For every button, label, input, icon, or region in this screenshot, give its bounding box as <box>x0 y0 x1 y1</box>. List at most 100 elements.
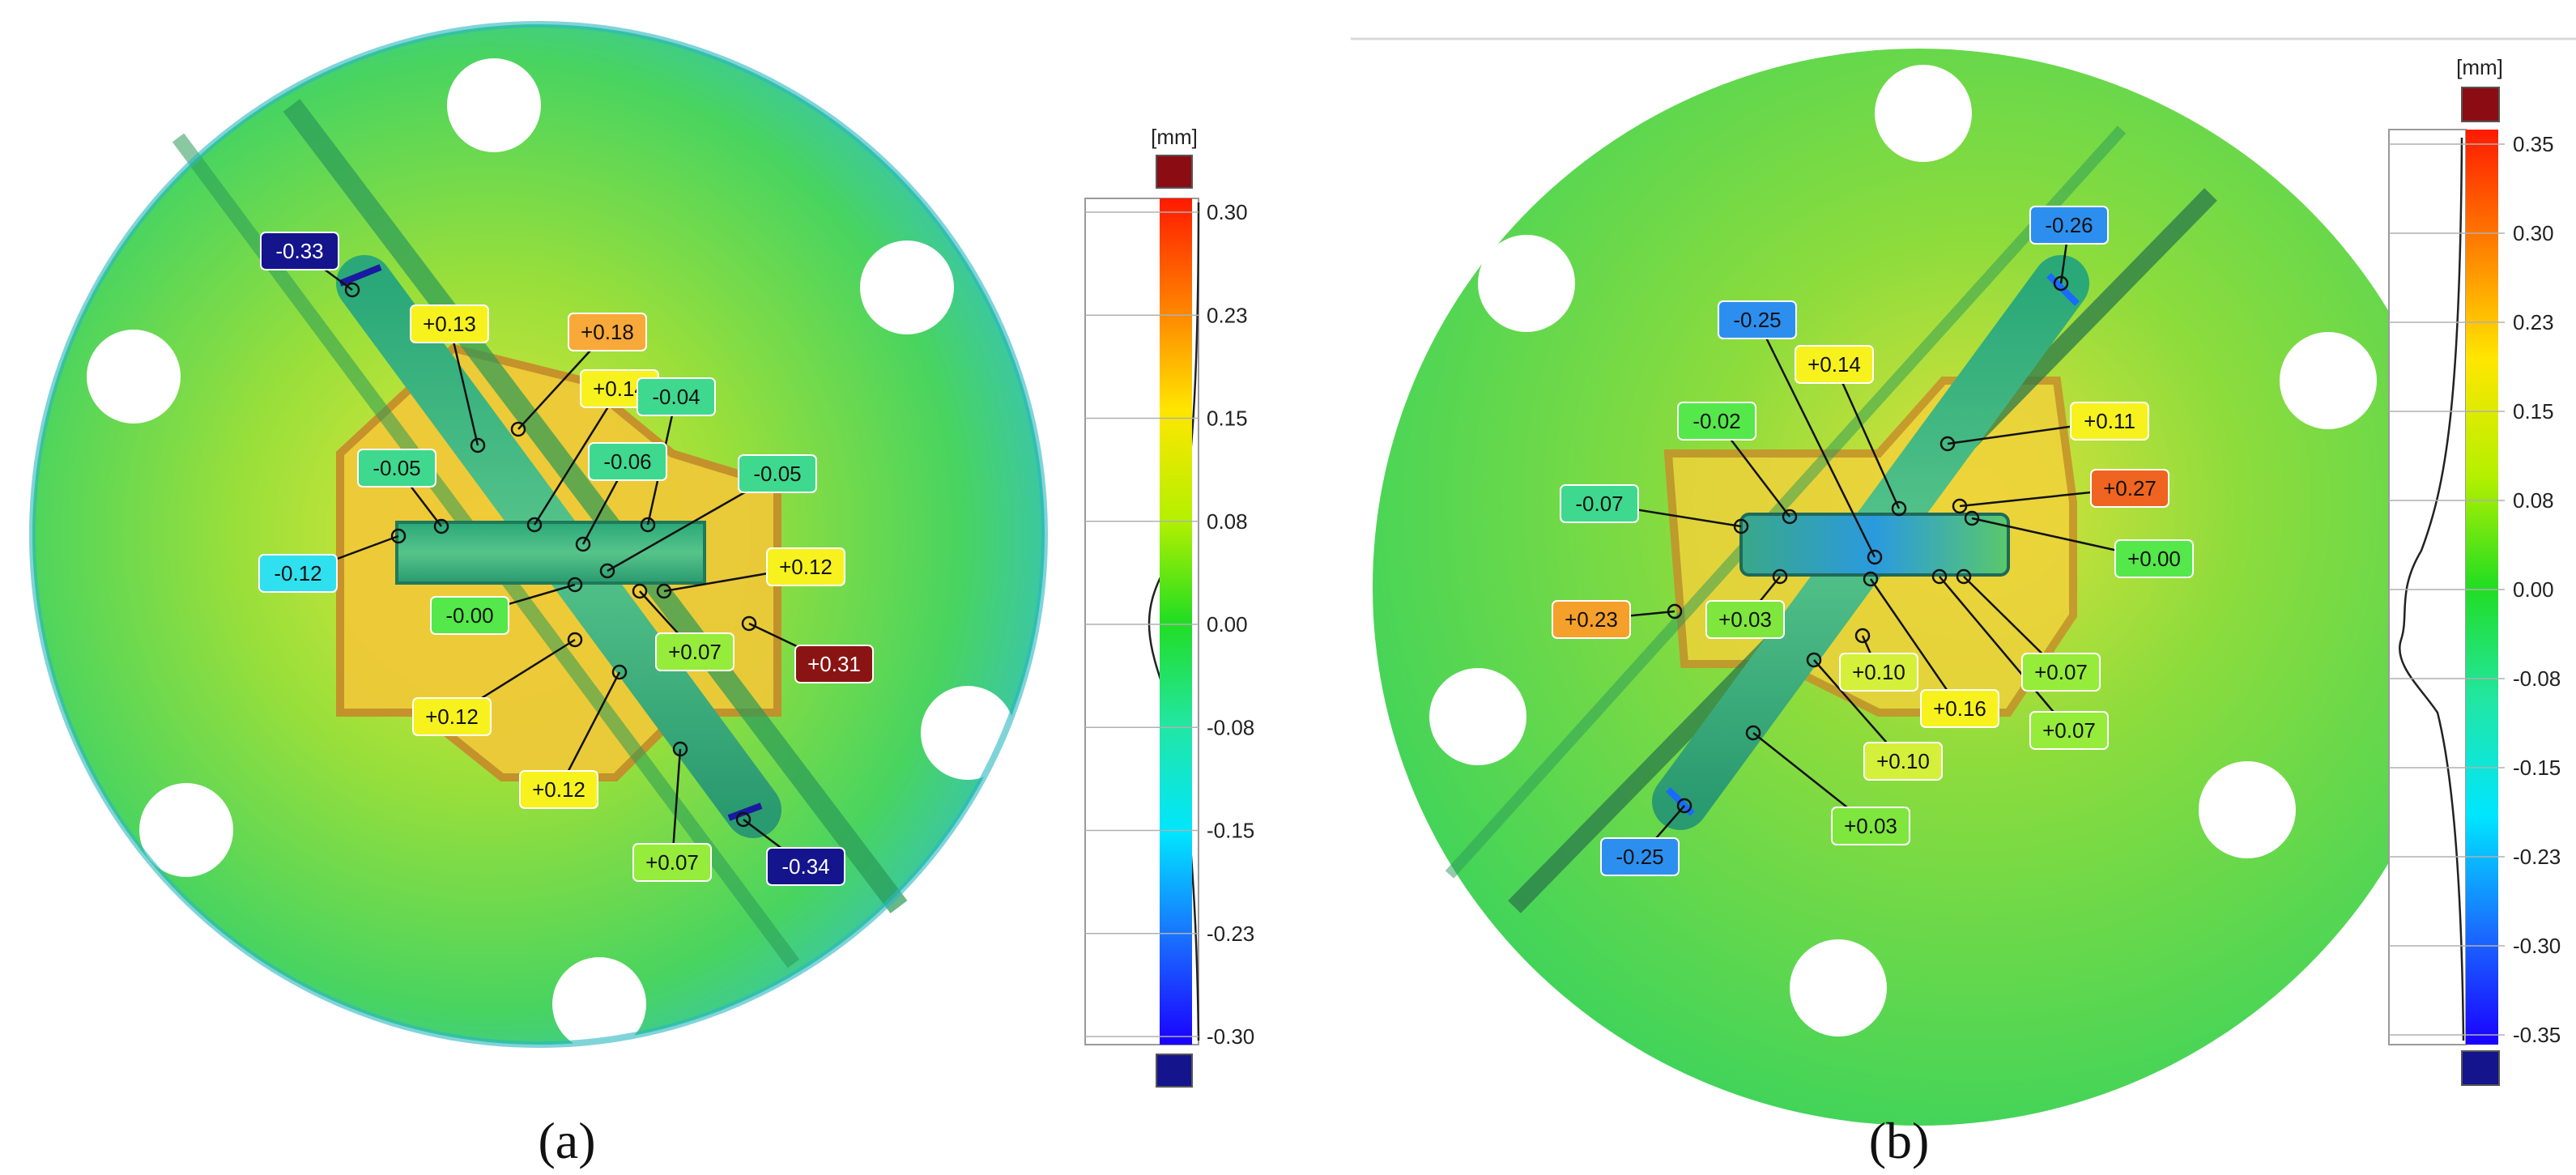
measure-point-marker <box>1733 518 1749 534</box>
callout-value: -0.07 <box>1575 492 1623 516</box>
deviation-callout: -0.33 <box>260 232 339 270</box>
deviation-callout: +0.18 <box>568 313 647 351</box>
measure-point-marker <box>1854 628 1871 644</box>
deviation-callout: +0.16 <box>1920 689 1999 728</box>
block-a <box>395 521 706 585</box>
measure-point-marker <box>656 583 672 599</box>
scale-tick-label: -0.08 <box>2513 666 2561 691</box>
hole <box>2199 761 2296 858</box>
measure-point-marker <box>735 811 752 828</box>
scale-tick-label: 0.30 <box>2513 221 2554 245</box>
overflow-low-b <box>2461 1050 2500 1086</box>
callout-box <box>1839 653 1918 692</box>
callout-box <box>2029 206 2109 245</box>
overflow-high-a <box>1156 155 1193 189</box>
deviation-callout: +0.23 <box>1552 600 1631 639</box>
scale-tick-label: -0.30 <box>1207 1024 1254 1049</box>
deviation-callout: -0.05 <box>738 454 817 493</box>
measure-point-marker <box>1964 510 1980 526</box>
callout-value: -0.26 <box>2045 213 2093 237</box>
leader-line <box>1756 319 1876 558</box>
deviation-callout: +0.03 <box>1831 807 1910 845</box>
callout-box <box>655 632 734 671</box>
deviation-callout: +0.12 <box>519 770 598 809</box>
measure-point-marker <box>1782 509 1798 525</box>
measure-point-marker <box>1806 652 1822 668</box>
hole <box>860 241 954 334</box>
color-scale-a: [mm] 0.30 0.23 0.15 0.08 0.00 -0.08 -0.15 -0.23… <box>1084 125 1254 1088</box>
scale-tick-label: -0.30 <box>2513 934 2561 958</box>
callout-box <box>637 377 716 416</box>
scale-ticks-a: 0.30 0.23 0.15 0.08 0.00 -0.08 -0.15 -0.23 -0.30 <box>1085 200 1254 1049</box>
scale-tick-label: -0.08 <box>1207 715 1254 739</box>
measure-point-marker <box>1745 725 1761 741</box>
callout-value: +0.16 <box>1933 696 1986 721</box>
scale-tick-label: -0.35 <box>2513 1023 2561 1047</box>
deviation-callout: +0.14 <box>1795 345 1874 384</box>
measure-point-marker <box>1863 571 1879 587</box>
groove-a <box>283 99 908 913</box>
measure-point-marker <box>640 517 656 533</box>
deviation-callout: -0.34 <box>766 847 845 886</box>
caption-b: (b) <box>1869 1112 1930 1169</box>
callout-value: +0.10 <box>1852 660 1905 684</box>
measure-point-marker <box>632 583 648 599</box>
callout-box <box>632 843 712 882</box>
measure-point-marker <box>2053 275 2069 292</box>
gradient-bar-a <box>1160 198 1192 1045</box>
scale-tick-label: 0.08 <box>1207 509 1248 534</box>
callout-value: +0.03 <box>1718 607 1772 632</box>
callout-box <box>1600 837 1680 876</box>
hole <box>1429 668 1526 765</box>
callout-value: -0.34 <box>781 854 829 879</box>
deviation-callout: -0.04 <box>637 377 716 416</box>
measure-point-marker <box>599 563 615 579</box>
panel-a <box>29 21 1048 1051</box>
callout-value: +0.31 <box>807 652 861 676</box>
measure-point-marker <box>510 421 526 437</box>
callout-box <box>519 770 598 809</box>
measure-point-marker <box>567 577 583 593</box>
hole <box>447 58 541 152</box>
callout-value: +0.07 <box>2034 660 2088 684</box>
measure-point-marker <box>1676 798 1692 814</box>
callout-box <box>738 454 817 493</box>
deviation-callout: -0.00 <box>430 596 509 635</box>
scale-ticks-b: 0.35 0.30 0.23 0.15 0.08 0.00 -0.08 -0.15 -0.23 -… <box>2389 132 2561 1047</box>
deviation-callout: +0.11 <box>2070 402 2149 441</box>
scale-tick-label: -0.15 <box>1207 819 1254 843</box>
callout-box <box>766 547 845 586</box>
callout-box <box>1705 600 1785 639</box>
callout-value: -0.25 <box>1616 845 1663 869</box>
deviation-callout: +0.03 <box>1705 600 1785 639</box>
measure-point-marker <box>526 517 543 533</box>
measure-point-marker <box>390 528 407 544</box>
scale-tick-label: 0.15 <box>2513 399 2554 424</box>
callout-value: -0.12 <box>274 561 321 585</box>
measure-point-marker <box>672 741 688 757</box>
deviation-callout: +0.07 <box>2021 653 2101 692</box>
leaders-b <box>1590 224 2155 858</box>
callout-value: -0.25 <box>1733 308 1781 332</box>
deviation-callout: -0.05 <box>357 449 436 487</box>
scale-tick-label: 0.00 <box>1207 612 1248 636</box>
callout-box <box>258 554 338 593</box>
callout-box <box>1560 484 1639 523</box>
measure-point-marker <box>611 664 628 680</box>
callout-value: +0.00 <box>2127 547 2181 571</box>
scale-tick-label: 0.35 <box>2513 132 2554 156</box>
callouts-b: -0.26 -0.25 +0.14 -0.02 +0.11 +0.27 -0.07 +0.00… <box>1552 206 2194 876</box>
scale-tick-label: 0.08 <box>2513 488 2554 513</box>
callout-box <box>430 596 509 635</box>
scale-tick-label: -0.23 <box>1207 922 1254 946</box>
measure-point-marker <box>575 536 591 552</box>
deviation-callout: +0.10 <box>1839 653 1918 692</box>
overflow-high-b <box>2461 87 2500 122</box>
overflow-low-a <box>1156 1054 1193 1088</box>
callout-value: +0.13 <box>423 312 476 336</box>
callout-box <box>766 847 845 886</box>
callout-value: +0.12 <box>779 555 832 579</box>
callout-value: -0.05 <box>753 462 801 486</box>
deviation-callout: +0.07 <box>655 632 734 671</box>
callout-value: -0.06 <box>603 449 651 474</box>
